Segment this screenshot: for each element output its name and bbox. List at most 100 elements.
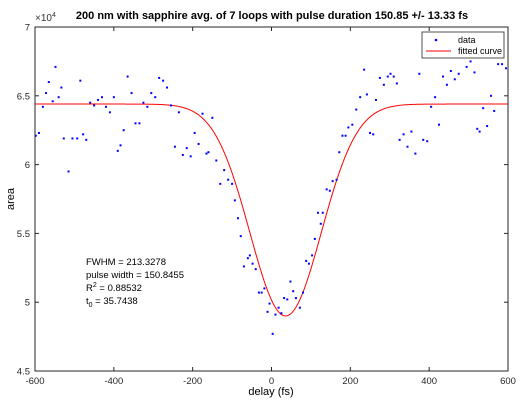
data-point (395, 82, 398, 85)
data-point (378, 76, 381, 79)
r2-value: = 0.88532 (97, 283, 142, 294)
t0-value: = 35.7438 (93, 296, 138, 307)
y-axis-label: area (5, 187, 17, 210)
data-point (363, 68, 366, 71)
data-point (41, 105, 44, 108)
data-point (493, 109, 496, 112)
y-exponent-power: 4 (52, 12, 56, 19)
data-point (325, 188, 328, 191)
data-point (344, 134, 347, 137)
data-point (76, 137, 79, 140)
data-point (453, 78, 456, 81)
data-point (130, 92, 133, 95)
data-point (286, 298, 289, 301)
legend-entry-fitted-curve: fitted curve (458, 46, 502, 56)
x-tick-label: 600 (500, 376, 516, 387)
data-point (219, 182, 222, 185)
data-point (398, 138, 401, 141)
data-point (445, 83, 448, 86)
data-point (365, 93, 368, 96)
data-point (438, 123, 441, 126)
chart-title: 200 nm with sapphire avg. of 7 loops wit… (76, 10, 468, 22)
data-point (478, 130, 481, 133)
data-point (223, 169, 226, 172)
x-axis-label: delay (fs) (248, 386, 293, 398)
data-point (260, 291, 263, 294)
x-tick-label: 0 (269, 376, 274, 387)
data-point (35, 134, 37, 137)
t0-lead: t (86, 296, 89, 307)
data-point (101, 96, 104, 99)
data-point (302, 291, 305, 294)
data-point (355, 108, 358, 111)
data-point (251, 262, 254, 265)
data-point (266, 310, 269, 313)
data-point (359, 96, 362, 99)
y-tick-label: 7 (25, 23, 30, 34)
x-tick-label: -200 (183, 376, 202, 387)
data-point (292, 290, 295, 293)
data-point (154, 96, 157, 99)
data-points (35, 53, 508, 335)
data-point (469, 60, 472, 63)
data-point (181, 153, 184, 156)
y-tick-label: 5.5 (17, 229, 30, 240)
data-point (473, 71, 476, 74)
data-point (294, 297, 297, 300)
data-point (246, 257, 249, 260)
annotation-fwhm: FWHM = 213.3278 (86, 257, 166, 268)
data-point (37, 131, 40, 134)
data-point (150, 92, 153, 95)
data-point (201, 112, 204, 115)
data-point (486, 125, 489, 128)
data-point (271, 332, 274, 335)
x-tick-label: -600 (25, 376, 44, 387)
y-tick-label: 5 (25, 298, 30, 309)
data-point (313, 237, 316, 240)
data-point (112, 96, 115, 99)
data-point (441, 75, 444, 78)
fitted-curve-line (35, 103, 508, 317)
data-point (193, 131, 196, 134)
data-point (248, 254, 251, 257)
data-point (85, 138, 88, 141)
x-tick-label: 200 (342, 376, 358, 387)
data-point (402, 133, 405, 136)
data-point (298, 306, 301, 309)
annotation-t0: t0 = 35.7438 (86, 296, 138, 309)
data-point (142, 101, 145, 104)
legend-entry-data: data (458, 35, 476, 45)
y-tick-label: 4.5 (17, 367, 30, 378)
annotation-pulse-width: pulse width = 150.8455 (86, 270, 184, 281)
data-point (60, 86, 63, 89)
data-point (274, 313, 277, 316)
data-point (374, 98, 377, 101)
data-point (426, 140, 429, 143)
data-point (406, 145, 409, 148)
data-point (386, 75, 389, 78)
data-point (54, 65, 57, 68)
plot-area (34, 26, 509, 372)
data-point (104, 105, 107, 108)
data-point (457, 72, 460, 75)
legend-box (421, 31, 505, 59)
data-point (177, 111, 180, 114)
data-point (331, 180, 334, 183)
data-point (239, 235, 242, 238)
data-point (79, 79, 82, 82)
data-point (414, 152, 417, 155)
data-point (335, 178, 338, 181)
data-point (215, 159, 218, 162)
data-point (268, 302, 271, 305)
data-point (93, 104, 96, 107)
data-point (138, 122, 141, 125)
data-point (389, 72, 392, 75)
data-point (47, 81, 50, 84)
r2-sup: 2 (93, 282, 97, 289)
y-tick-label: 6 (25, 160, 30, 171)
data-point (122, 129, 125, 132)
data-point (146, 105, 149, 108)
data-point (116, 149, 119, 152)
